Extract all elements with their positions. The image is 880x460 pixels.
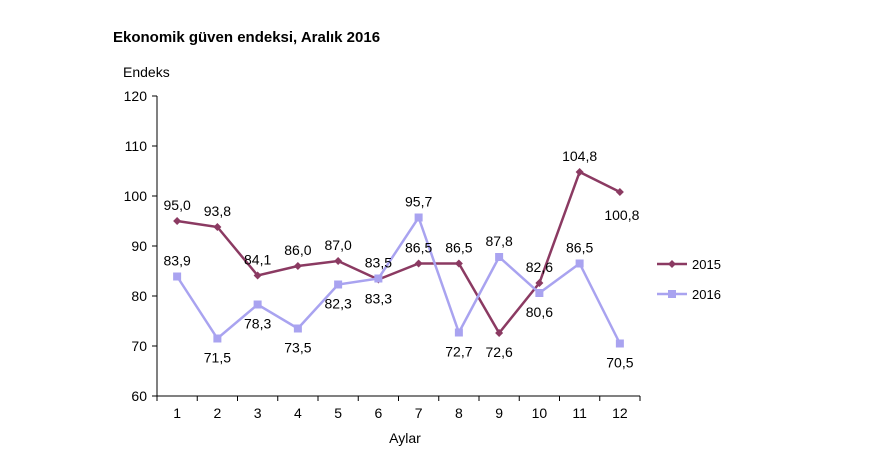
legend-marker-2016	[668, 290, 676, 298]
data-label-2015: 86,0	[284, 242, 311, 258]
data-label-2015: 82,6	[526, 259, 553, 275]
data-label-2016: 86,5	[566, 240, 593, 256]
data-point-2016	[575, 259, 584, 268]
data-label-2016: 82,3	[325, 296, 352, 312]
data-point-2015	[615, 188, 624, 196]
data-label-2016: 87,8	[486, 233, 513, 249]
data-label-2015: 87,0	[325, 237, 352, 253]
data-label-2015: 95,0	[164, 197, 191, 213]
x-tick-label: 4	[294, 405, 302, 421]
x-tick-label: 11	[572, 405, 587, 421]
data-label-2015: 93,8	[204, 203, 231, 219]
x-tick-label: 6	[374, 405, 382, 421]
data-point-2016	[495, 253, 504, 261]
y-tick-label: 120	[124, 88, 148, 104]
y-tick-label: 100	[124, 188, 148, 204]
data-point-2016	[293, 324, 302, 333]
data-point-2015	[213, 223, 222, 231]
data-point-2015	[334, 257, 343, 265]
series-layer	[173, 168, 624, 348]
data-point-2015	[575, 168, 584, 176]
x-tick-label: 8	[455, 405, 463, 421]
data-label-2016: 95,7	[405, 194, 432, 210]
data-label-2015: 83,3	[365, 291, 392, 307]
data-label-2016: 73,5	[284, 340, 311, 356]
y-axis-label: Endeks	[123, 64, 170, 80]
data-point-2015	[454, 259, 463, 268]
data-point-2016	[213, 334, 222, 343]
x-tick-label: 7	[415, 405, 423, 421]
data-point-2016	[374, 274, 383, 283]
x-tick-label: 5	[334, 405, 342, 421]
data-label-2016: 80,6	[526, 304, 553, 320]
data-label-2016: 83,9	[164, 253, 191, 269]
data-label-2015: 86,5	[405, 240, 432, 256]
data-label-2016: 71,5	[204, 350, 231, 366]
data-label-2016: 72,7	[445, 344, 472, 360]
data-label-2015: 72,6	[486, 344, 513, 360]
data-labels: 95,0 93,8 84,1 86,0 87,0 83,3 86,5 86,5 72,6 82,6…	[164, 148, 640, 371]
legend-label-2016: 2016	[692, 287, 721, 302]
data-label-2015: 86,5	[445, 240, 472, 256]
data-point-2016	[334, 280, 343, 289]
y-tick-label: 60	[131, 388, 147, 404]
chart-title: Ekonomik güven endeksi, Aralık 2016	[113, 29, 380, 46]
data-label-2015: 100,8	[604, 207, 639, 223]
data-point-2015	[253, 271, 262, 280]
data-point-2015	[495, 329, 504, 337]
y-tick-label: 90	[131, 238, 147, 254]
data-label-2015: 104,8	[562, 148, 597, 164]
data-label-2016: 83,5	[365, 255, 392, 271]
data-label-2016: 78,3	[244, 316, 271, 332]
y-tick-label: 80	[131, 288, 147, 304]
x-tick-label: 9	[495, 405, 503, 421]
x-axis-label: Aylar	[389, 430, 421, 446]
data-point-2016	[615, 339, 624, 348]
x-tick-label: 2	[213, 405, 221, 421]
x-tick-label: 1	[173, 405, 181, 421]
data-point-2016	[253, 300, 262, 309]
x-tick-label: 10	[532, 405, 548, 421]
legend: 2015 2016	[657, 257, 721, 302]
data-label-2015: 84,1	[244, 252, 271, 268]
data-point-2015	[414, 259, 423, 268]
data-point-2015	[535, 279, 544, 287]
series-line-2015	[176, 170, 621, 336]
y-tick-label: 110	[125, 138, 148, 154]
data-point-2015	[173, 217, 182, 225]
x-tick-label: 12	[612, 405, 628, 421]
legend-label-2015: 2015	[692, 257, 721, 272]
series-line-2016	[176, 214, 621, 345]
data-point-2015	[293, 262, 302, 270]
data-point-2016	[454, 328, 463, 337]
data-point-2016	[535, 289, 544, 297]
y-tick-label: 70	[131, 338, 147, 354]
x-tick-label: 3	[254, 405, 262, 421]
legend-marker-2015	[668, 260, 676, 268]
data-point-2016	[173, 272, 182, 281]
data-point-2016	[414, 213, 423, 222]
data-label-2016: 70,5	[606, 355, 633, 371]
